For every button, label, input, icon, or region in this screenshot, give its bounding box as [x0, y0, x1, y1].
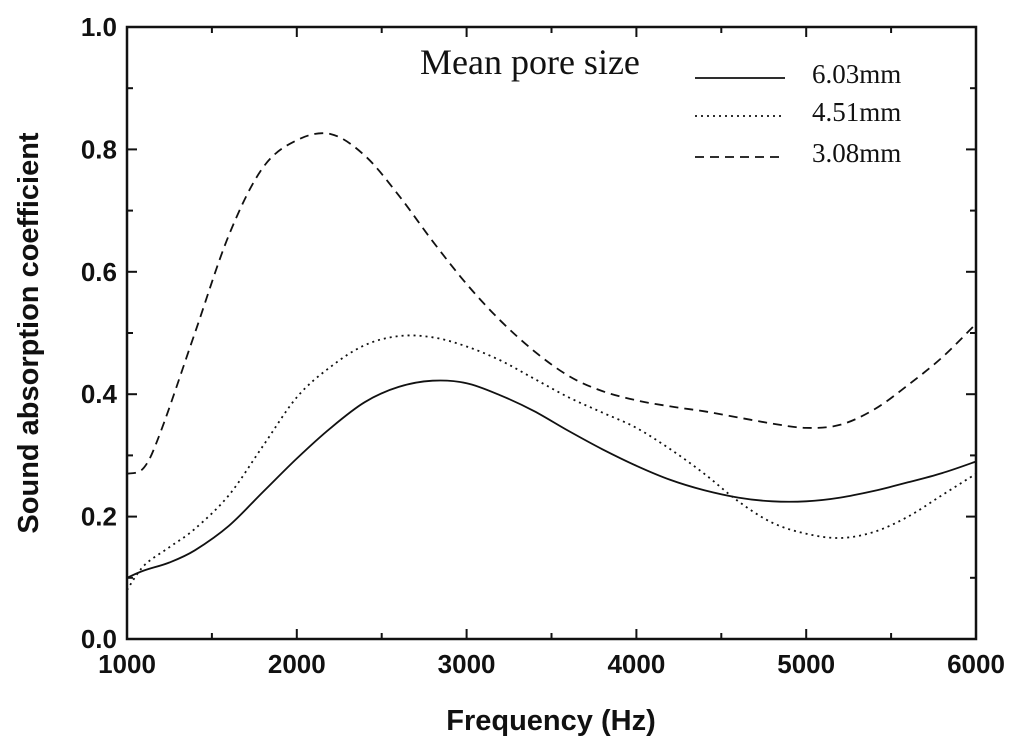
y-tick-label: 0.0 [81, 624, 117, 654]
legend-title: Mean pore size [420, 42, 640, 82]
x-tick-label: 2000 [268, 649, 326, 679]
x-tick-label: 6000 [947, 649, 1005, 679]
x-tick-label: 3000 [438, 649, 496, 679]
series-line-6-03mm [126, 379, 977, 579]
y-tick-label: 1.0 [81, 12, 117, 42]
x-tick-label: 1000 [98, 649, 156, 679]
series-line-4-51mm [126, 334, 977, 591]
data-series [126, 132, 977, 591]
x-axis-title: Frequency (Hz) [446, 705, 655, 737]
series-line-3-08mm [126, 132, 977, 475]
y-tick-label: 0.8 [81, 134, 117, 164]
legend-label: 4.51mm [812, 97, 901, 127]
x-tick-label: 5000 [777, 649, 835, 679]
legend-label: 3.08mm [812, 138, 901, 168]
y-tick-label: 0.6 [81, 257, 117, 287]
y-tick-label: 0.2 [81, 502, 117, 532]
axis-ticks: 1000 2000 3000 4000 5000 6000 0.0 0.2 0.4 0.6 0.8 1… [81, 12, 1005, 679]
x-tick-label: 4000 [607, 649, 665, 679]
legend: Mean pore size 6.03mm 4.51mm 3.08mm [420, 42, 901, 168]
y-tick-label: 0.4 [81, 379, 118, 409]
y-axis-title: Sound absorption coefficient [13, 132, 45, 534]
legend-label: 6.03mm [812, 59, 901, 89]
